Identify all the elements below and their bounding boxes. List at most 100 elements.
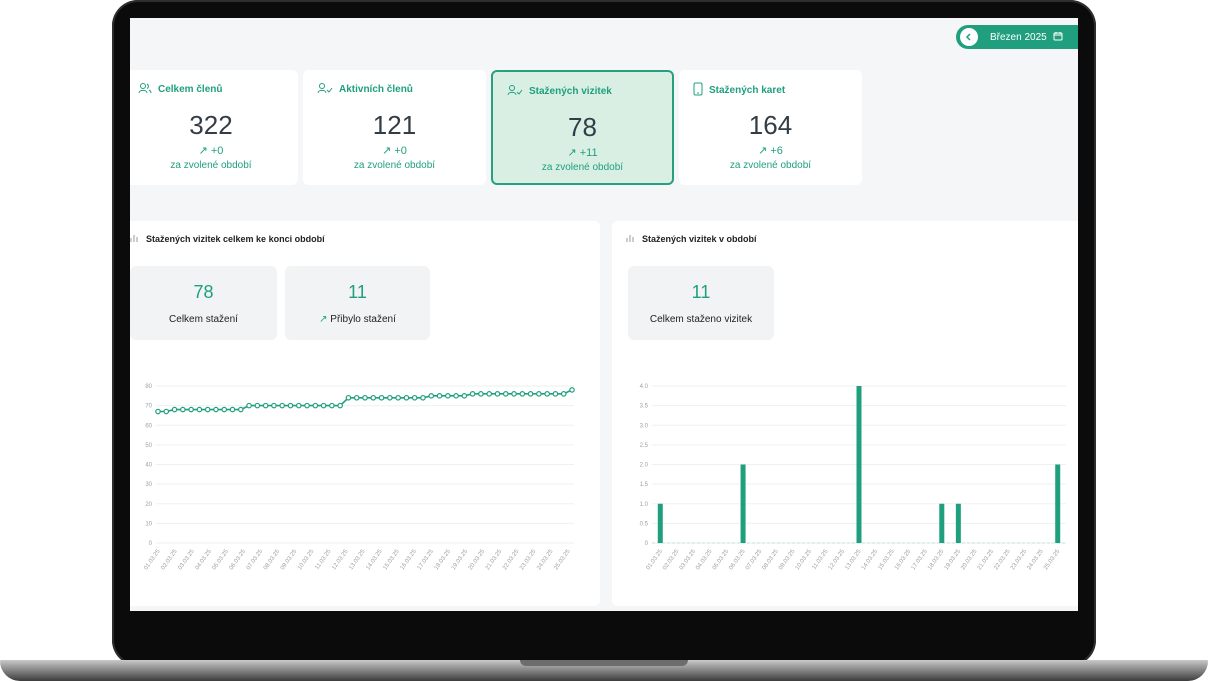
period-label: Březen 2025 — [990, 31, 1047, 43]
data-point — [486, 391, 493, 397]
data-point — [213, 406, 219, 413]
data-point — [180, 406, 186, 413]
y-tick-label: 2.0 — [640, 463, 649, 469]
bar — [657, 503, 663, 543]
y-tick-label: 50 — [145, 443, 152, 449]
data-point — [494, 391, 501, 397]
users-download-icon — [507, 84, 523, 99]
y-tick-label: 10 — [145, 521, 152, 527]
stat-delta-value: +11 — [579, 147, 598, 159]
bar-chart: 0 0.5 1.0 1.5 2.0 2.5 3.0 3.5 4.0 01.03.25 02.03.2… — [626, 376, 1078, 606]
stat-card-header: Stažených karet — [693, 82, 785, 99]
data-point — [544, 391, 550, 397]
x-tick-label: 24.03.25 — [536, 548, 555, 571]
panel-title-text: Stažených vizitek celkem ke konci období — [146, 233, 325, 244]
stat-card-downloaded-karty[interactable]: Stažených karet 164 ↗ +6 za zvolené obdo… — [679, 70, 862, 185]
x-tick-label: 16.03.25 — [400, 548, 419, 571]
x-tick-label: 14.03.25 — [365, 548, 384, 571]
data-point — [171, 406, 178, 413]
stat-value: 78 — [568, 112, 597, 142]
x-tick-label: 03.03.25 — [177, 548, 196, 571]
users-check-icon — [317, 82, 333, 97]
stat-period: za zvolené období — [729, 160, 812, 171]
bar — [1055, 464, 1061, 543]
bar — [856, 386, 862, 543]
x-tick-label: 20.03.25 — [468, 548, 487, 571]
x-tick-label: 08.03.25 — [263, 548, 282, 571]
panel-title: Stažených vizitek v období — [626, 233, 757, 244]
bar-chart-icon — [626, 233, 636, 244]
x-tick-label: 12.03.25 — [331, 548, 350, 571]
stat-value: 164 — [748, 110, 793, 140]
data-point — [461, 393, 468, 399]
stat-value: 322 — [189, 110, 233, 140]
data-point — [519, 391, 526, 397]
data-point — [295, 402, 302, 409]
phone-icon — [693, 82, 703, 99]
y-tick-label: 0 — [645, 541, 649, 547]
stat-card-header: Aktivních členů — [317, 82, 413, 97]
stat-delta: ↗ +0 — [130, 144, 298, 157]
data-point — [312, 402, 319, 409]
data-point — [444, 393, 451, 399]
y-tick-label: 80 — [145, 384, 152, 390]
x-tick-label: 18.03.25 — [434, 548, 453, 571]
top-bar: Březen 2025 — [130, 18, 1078, 58]
stat-card-active-members[interactable]: Aktivních členů 121 ↗ +0 za zvolené obdo… — [303, 70, 486, 185]
line-chart-svg: 0 10 20 30 40 50 60 70 80 01.03.2502.03.2503.03.2… — [143, 384, 575, 571]
data-point — [229, 406, 236, 413]
bar-chart-svg: 00.51.01.52.02.53.03.54.001.03.2502.03.2… — [640, 384, 1066, 571]
y-tick-label: 20 — [145, 502, 152, 508]
data-point — [262, 402, 269, 409]
data-point — [420, 394, 426, 401]
kpi-value: 78 — [193, 282, 214, 302]
line-chart: 0 10 20 30 40 50 60 70 80 01.03.25 02.03.25 03.03.2… — [130, 376, 594, 606]
bar-chart-icon — [130, 233, 140, 244]
y-tick-label: 3.0 — [640, 423, 649, 429]
trend-up-icon: ↗ — [319, 314, 328, 325]
chevron-left-icon[interactable] — [960, 28, 978, 46]
data-point — [403, 394, 410, 401]
trend-up-icon: ↗ — [382, 145, 392, 157]
period-selector[interactable]: Březen 2025 — [956, 25, 1078, 49]
kpi-new-downloads: 11 ↗ Přibylo stažení — [285, 266, 430, 340]
stat-card-header: Celkem členů — [138, 82, 222, 97]
data-point — [370, 394, 377, 401]
trend-up-icon: ↗ — [758, 145, 768, 157]
stat-delta-value: +0 — [210, 145, 224, 157]
trend-up-icon: ↗ — [567, 147, 577, 159]
stat-value: 121 — [372, 110, 417, 140]
stat-card-downloaded-cards[interactable]: Stažených vizitek 78 ↗ +11 za zvolené ob… — [491, 70, 674, 185]
data-point — [502, 391, 509, 397]
trend-up-icon: ↗ — [198, 145, 208, 157]
y-tick-label: 60 — [145, 423, 152, 429]
x-tick-label: 07.03.25 — [246, 548, 265, 571]
data-point — [387, 394, 393, 401]
users-icon — [138, 82, 152, 97]
calendar-icon[interactable] — [1053, 31, 1063, 44]
dashboard-screen: Březen 2025 Celkem členů 322 ↗ +0 za zvo… — [130, 18, 1078, 611]
x-tick-label: 19.03.25 — [451, 548, 470, 571]
x-tick-label: 01.03.25 — [143, 548, 162, 571]
stat-card-members[interactable]: Celkem členů 322 ↗ +0 za zvolené období — [130, 70, 298, 185]
y-tick-label: 40 — [145, 463, 152, 469]
x-tick-label: 10.03.25 — [297, 548, 316, 571]
stat-title: Celkem členů — [158, 84, 223, 95]
data-point — [188, 406, 194, 413]
stat-delta: ↗ +0 — [303, 144, 486, 157]
data-point — [436, 393, 443, 399]
x-tick-label: 09.03.25 — [280, 548, 299, 571]
data-point — [345, 394, 352, 401]
data-point — [569, 387, 575, 393]
y-tick-label: 4.0 — [640, 384, 649, 390]
data-point — [221, 406, 228, 413]
stat-title: Aktivních členů — [339, 84, 413, 95]
stat-period: za zvolené období — [170, 160, 252, 171]
x-tick-label: 15.03.25 — [382, 548, 401, 571]
kpi-label: ↗ Přibylo stažení — [285, 314, 430, 325]
data-point — [254, 402, 261, 409]
x-tick-label: 13.03.25 — [348, 548, 367, 571]
data-point — [362, 394, 368, 401]
kpi-label: Celkem staženo vizitek — [649, 314, 753, 325]
data-point — [320, 402, 327, 409]
